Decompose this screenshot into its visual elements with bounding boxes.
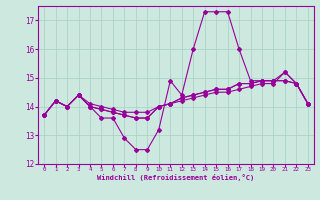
X-axis label: Windchill (Refroidissement éolien,°C): Windchill (Refroidissement éolien,°C)	[97, 174, 255, 181]
